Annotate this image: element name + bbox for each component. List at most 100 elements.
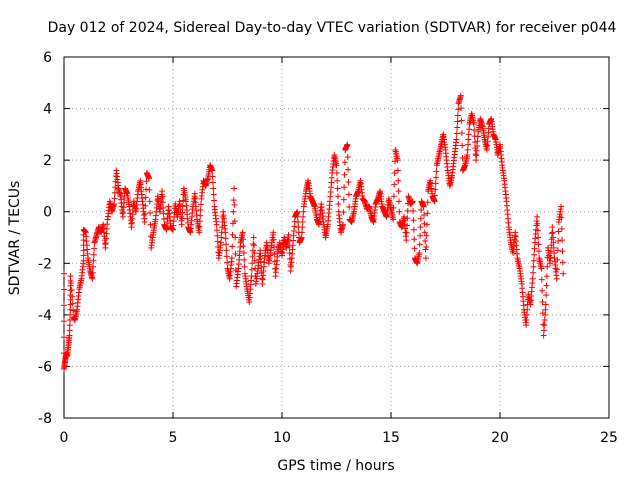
data-point xyxy=(421,229,428,236)
data-point xyxy=(422,255,429,262)
data-point xyxy=(146,175,153,182)
x-tick-label: 20 xyxy=(491,430,509,446)
data-point xyxy=(422,246,429,253)
data-point xyxy=(298,229,305,236)
data-point xyxy=(335,200,342,207)
data-point xyxy=(218,234,225,241)
data-point xyxy=(90,257,97,264)
data-point xyxy=(61,270,67,277)
data-point xyxy=(231,218,238,225)
data-point xyxy=(300,208,307,215)
data-point xyxy=(66,332,73,339)
data-point xyxy=(538,276,545,283)
data-point xyxy=(390,216,397,223)
data-point xyxy=(542,306,549,313)
data-point xyxy=(454,124,461,131)
data-point xyxy=(80,252,87,259)
data-point xyxy=(271,251,278,258)
data-point xyxy=(530,257,537,264)
x-tick-label: 15 xyxy=(382,430,400,446)
data-point xyxy=(459,142,466,149)
data-point xyxy=(299,224,306,231)
data-point xyxy=(394,167,401,174)
plot-frame xyxy=(63,56,610,419)
data-point xyxy=(529,275,536,282)
data-point xyxy=(432,180,439,187)
data-point xyxy=(345,191,352,198)
x-tick-label: 0 xyxy=(60,430,69,446)
data-point xyxy=(544,263,551,270)
data-point xyxy=(294,213,301,220)
data-point xyxy=(334,185,341,192)
data-point xyxy=(465,141,472,148)
data-point xyxy=(333,170,340,177)
data-point xyxy=(286,243,293,250)
data-point xyxy=(241,256,248,263)
data-point xyxy=(61,318,67,325)
data-point xyxy=(466,126,473,133)
data-point xyxy=(555,237,562,244)
data-point xyxy=(214,232,221,239)
data-point xyxy=(540,327,547,334)
data-point xyxy=(403,229,410,236)
data-point xyxy=(70,307,77,314)
data-point xyxy=(559,248,566,255)
data-point xyxy=(196,218,203,225)
data-point xyxy=(210,191,217,198)
data-point xyxy=(410,217,417,224)
data-point xyxy=(213,221,220,228)
data-point xyxy=(345,166,352,173)
data-point xyxy=(142,202,149,209)
data-point xyxy=(298,234,305,241)
data-point xyxy=(553,275,560,282)
data-point xyxy=(90,251,97,258)
data-point xyxy=(540,332,547,339)
data-point xyxy=(390,193,397,200)
data-point xyxy=(551,249,558,256)
data-point xyxy=(423,232,430,239)
data-point xyxy=(344,141,351,148)
data-point xyxy=(539,287,546,294)
data-point xyxy=(417,224,424,231)
data-point xyxy=(147,210,154,217)
data-point xyxy=(250,240,257,247)
data-point xyxy=(178,221,185,228)
data-point xyxy=(222,229,229,236)
data-point xyxy=(558,214,565,221)
data-point xyxy=(340,209,347,216)
data-point xyxy=(535,248,542,255)
data-point xyxy=(395,188,402,195)
y-tick-label: 2 xyxy=(43,153,52,169)
data-point xyxy=(270,236,277,243)
data-point xyxy=(560,270,567,277)
data-point xyxy=(160,216,167,223)
data-point xyxy=(558,225,565,232)
data-point xyxy=(542,301,549,308)
data-point xyxy=(550,234,557,241)
data-point xyxy=(68,286,75,293)
data-point xyxy=(543,273,550,280)
data-point xyxy=(249,260,256,267)
data-point xyxy=(197,201,204,208)
data-point xyxy=(251,249,258,256)
data-point xyxy=(458,130,465,137)
data-point xyxy=(423,243,430,250)
data-point xyxy=(416,241,423,248)
data-point xyxy=(89,269,96,276)
data-point xyxy=(66,322,73,329)
data-point xyxy=(554,247,561,254)
data-point xyxy=(411,236,418,243)
data-point xyxy=(223,247,230,254)
y-tick-label: 0 xyxy=(43,205,52,221)
data-point xyxy=(344,154,351,161)
data-point xyxy=(141,219,148,226)
data-point xyxy=(433,174,440,181)
data-point xyxy=(333,162,340,169)
data-point xyxy=(230,197,237,204)
data-point xyxy=(465,131,472,138)
data-point xyxy=(159,193,166,200)
data-point xyxy=(142,194,149,201)
data-point xyxy=(196,229,203,236)
data-point xyxy=(431,198,438,205)
